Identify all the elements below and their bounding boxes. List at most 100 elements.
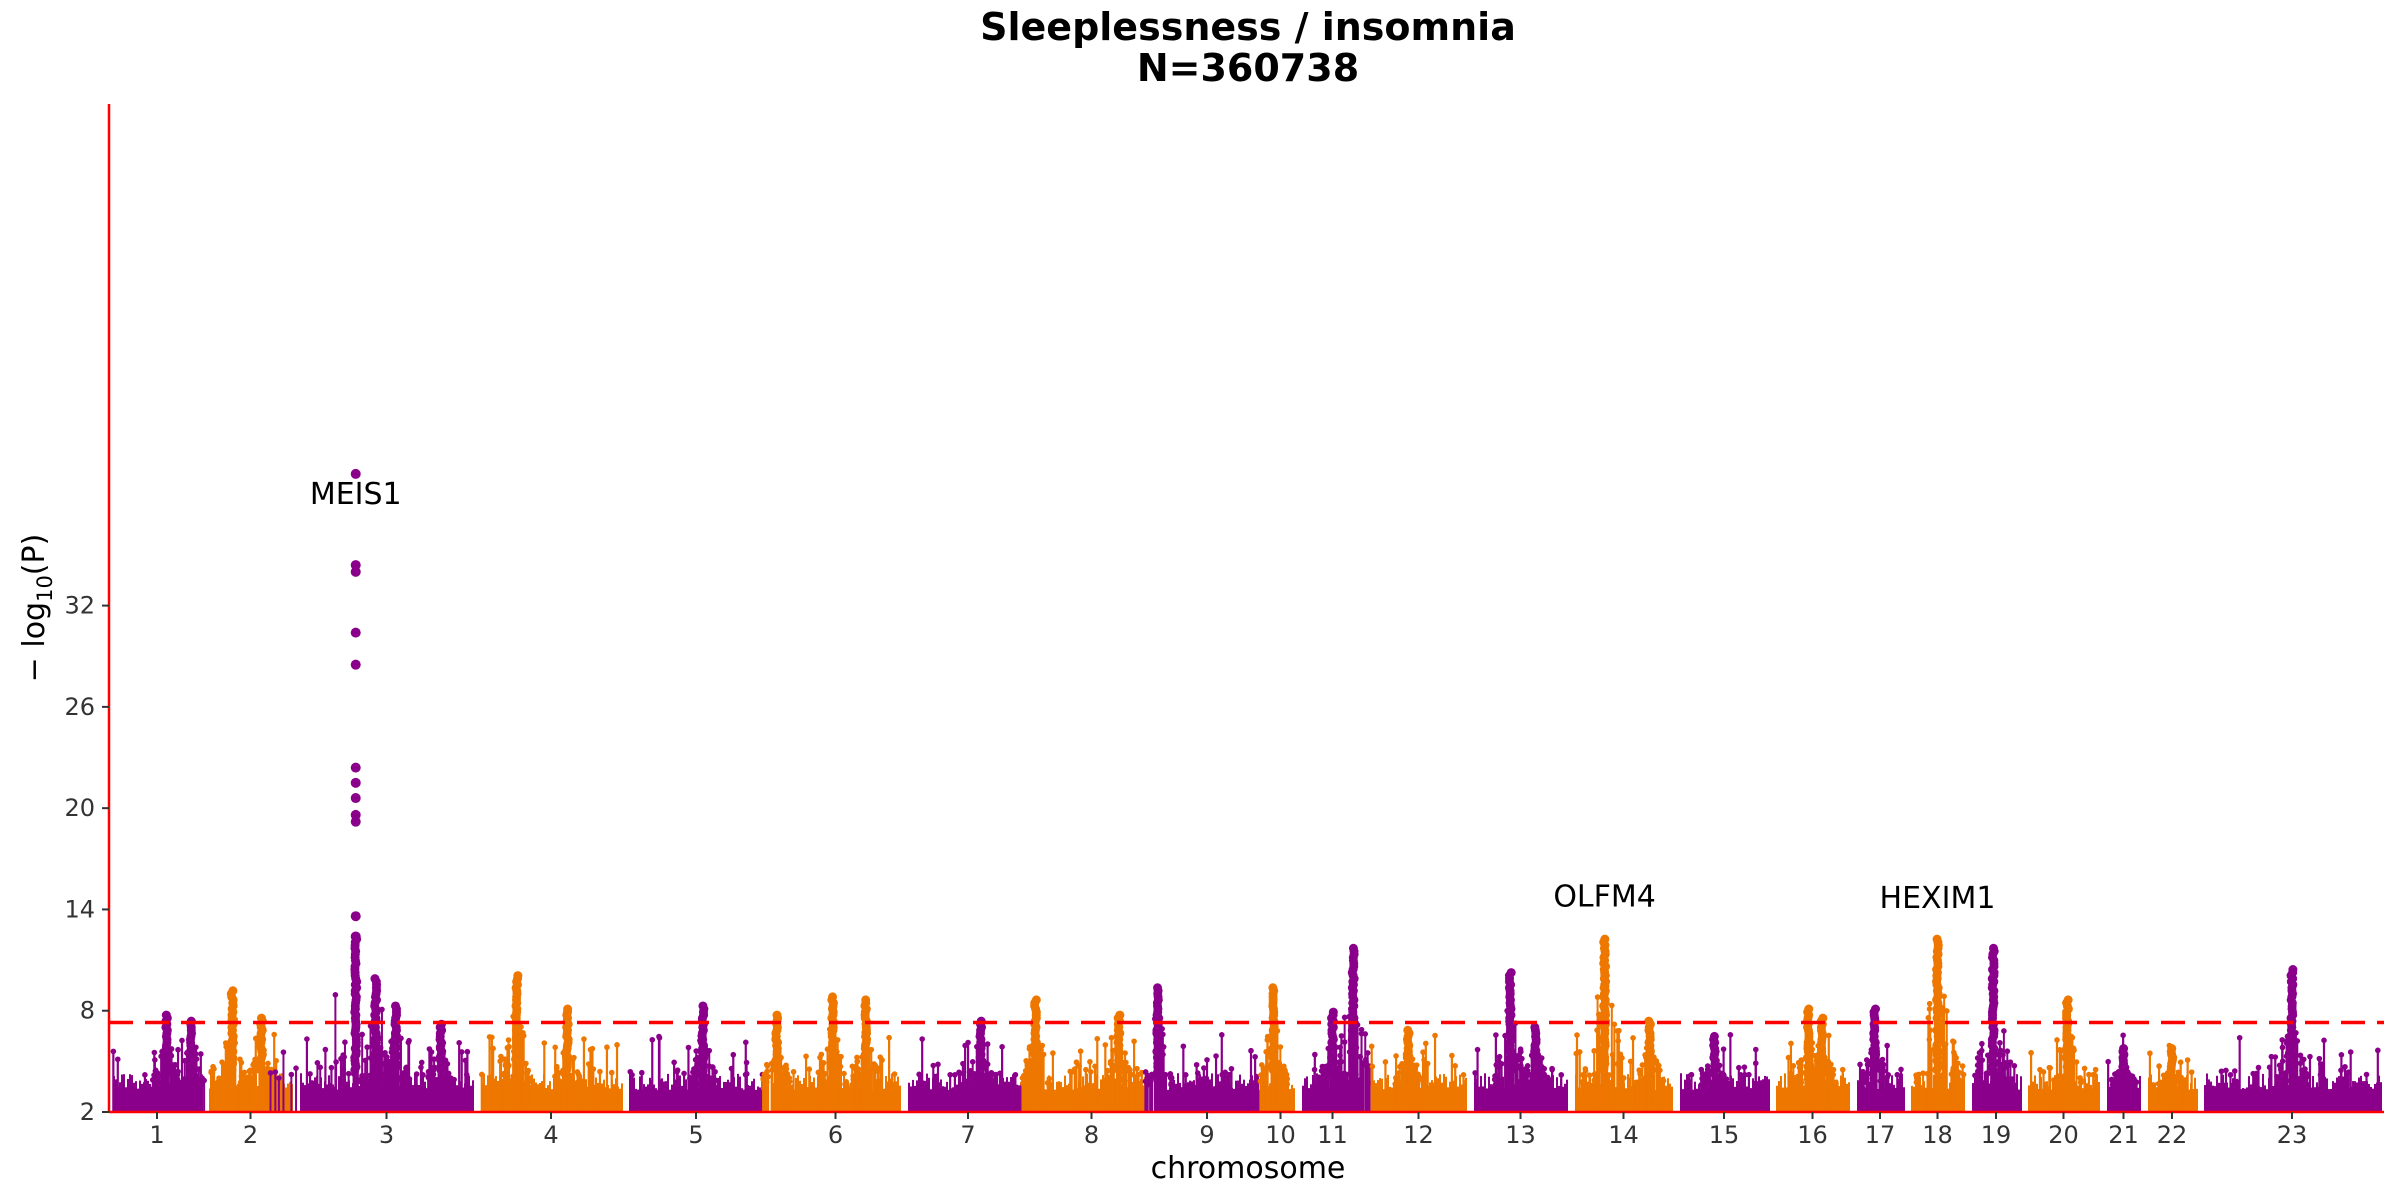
chromosome-15-band <box>1732 1078 1734 1112</box>
chromosome-5-points <box>627 1001 766 1112</box>
chromosome-12-band <box>1445 1076 1447 1112</box>
x-tick-label: 12 <box>1403 1121 1434 1149</box>
chromosome-14-band <box>1671 1086 1673 1112</box>
y-tick-label: 8 <box>80 997 95 1025</box>
chromosome-6-band <box>815 1087 817 1112</box>
chromosome-5-band <box>751 1081 753 1112</box>
snp-point <box>553 1065 560 1072</box>
snp-point <box>156 1080 163 1086</box>
chromosome-2-peak <box>215 986 249 1112</box>
snp-point <box>1633 1080 1640 1086</box>
snp-point <box>1268 983 1278 993</box>
chromosome-12-band <box>1379 1078 1381 1112</box>
snp-point <box>712 1068 718 1075</box>
chromosome-23-band <box>2272 1085 2274 1112</box>
chromosome-10-points <box>1257 983 1295 1112</box>
snp-point <box>693 1064 700 1070</box>
snp-point <box>2114 1073 2120 1080</box>
snp-point <box>2345 1069 2352 1075</box>
chromosome-4-band <box>609 1088 611 1112</box>
snp-point <box>783 1066 790 1072</box>
chromosome-11-band <box>1312 1075 1314 1112</box>
chromosome-9-band <box>1257 1074 1259 1112</box>
snp-point <box>1526 1079 1533 1086</box>
snp-point <box>1825 1032 1832 1039</box>
chromosome-4-band <box>613 1084 615 1112</box>
snp-point <box>671 1059 677 1066</box>
chromosome-5-band <box>749 1085 751 1112</box>
chromosome-17-band <box>1893 1084 1895 1112</box>
snp-point <box>2255 1064 2262 1071</box>
snp-point <box>525 1067 532 1074</box>
snp-point <box>891 1071 898 1077</box>
chromosome-22-band <box>2154 1082 2156 1112</box>
snp-point <box>256 1013 266 1023</box>
chromosome-15-band <box>1734 1086 1736 1112</box>
chromosome-13-band <box>1488 1076 1490 1112</box>
chromosome-5-band <box>633 1077 635 1112</box>
snp-point <box>988 1073 995 1080</box>
chromosome-5-band <box>639 1076 641 1112</box>
chromosome-16-band <box>1848 1082 1850 1112</box>
chromosome-20-band <box>2082 1088 2084 1112</box>
chromosome-7-band <box>1006 1077 1008 1112</box>
chromosome-20-band <box>2036 1083 2038 1112</box>
snp-point <box>1894 1071 1901 1078</box>
chromosome-23-band <box>2358 1077 2360 1112</box>
snp-point <box>1213 1053 1219 1059</box>
x-tick-label: 8 <box>1084 1121 1099 1149</box>
snp-point <box>265 1060 271 1067</box>
chromosome-23-band <box>2264 1085 2266 1112</box>
snp-point <box>171 1062 178 1069</box>
snp-point <box>1926 1000 1933 1007</box>
snp-point <box>681 1070 687 1077</box>
snp-point <box>1102 1078 1108 1085</box>
chromosome-7-band <box>920 1074 922 1112</box>
snp-point <box>775 1075 781 1082</box>
chromosome-6-points <box>760 992 901 1112</box>
snp-point <box>350 931 361 942</box>
chromosome-22-points <box>2147 1042 2198 1112</box>
chromosome-23-band <box>2326 1078 2328 1112</box>
x-tick-label: 21 <box>2108 1121 2139 1149</box>
chromosome-11-band <box>1316 1073 1318 1112</box>
chromosome-23-band <box>2254 1074 2256 1112</box>
snp-point <box>402 1069 409 1075</box>
chromosome-16-points <box>1776 1004 1850 1112</box>
chromosome-14-peak <box>1633 1016 1667 1112</box>
snp-point <box>464 1048 471 1055</box>
chromosome-7-band <box>912 1079 914 1112</box>
chromosome-8-band <box>1098 1088 1100 1112</box>
chromosome-4-band <box>585 1079 587 1112</box>
chromosome-9-band <box>1211 1073 1213 1112</box>
chromosome-3-band <box>318 1083 320 1112</box>
chromosome-23-peak <box>2274 965 2311 1112</box>
chromosome-3-band <box>350 1087 352 1112</box>
chromosome-5-band <box>727 1079 729 1112</box>
chromosome-16-band <box>1776 1085 1778 1112</box>
chromosome-7-band <box>996 1074 998 1112</box>
chromosome-9-band <box>1223 1073 1225 1112</box>
snp-point <box>2008 1076 2014 1083</box>
snp-point <box>176 1079 182 1086</box>
chromosome-1-band <box>125 1087 127 1112</box>
snp-point <box>1092 1063 1098 1070</box>
snp-point <box>2347 1049 2354 1055</box>
snp-point <box>1025 1064 1032 1070</box>
chromosome-1-band <box>147 1080 149 1112</box>
snp-point <box>362 1081 369 1088</box>
snp-point <box>317 1064 324 1071</box>
snp-point <box>2177 1059 2184 1066</box>
x-tick-label: 3 <box>379 1121 394 1149</box>
chromosome-7-band <box>1004 1081 1006 1112</box>
snp-point <box>1348 943 1358 953</box>
chromosome-23-band <box>2222 1074 2224 1112</box>
snp-point <box>742 1039 749 1046</box>
snp-point <box>967 1078 973 1085</box>
snp-point <box>152 1068 159 1075</box>
snp-point <box>2132 1078 2139 1085</box>
chromosome-1-band <box>121 1074 123 1112</box>
snp-point <box>1960 1071 1967 1078</box>
chromosome-12-band <box>1431 1080 1433 1112</box>
snp-point <box>952 1072 958 1078</box>
